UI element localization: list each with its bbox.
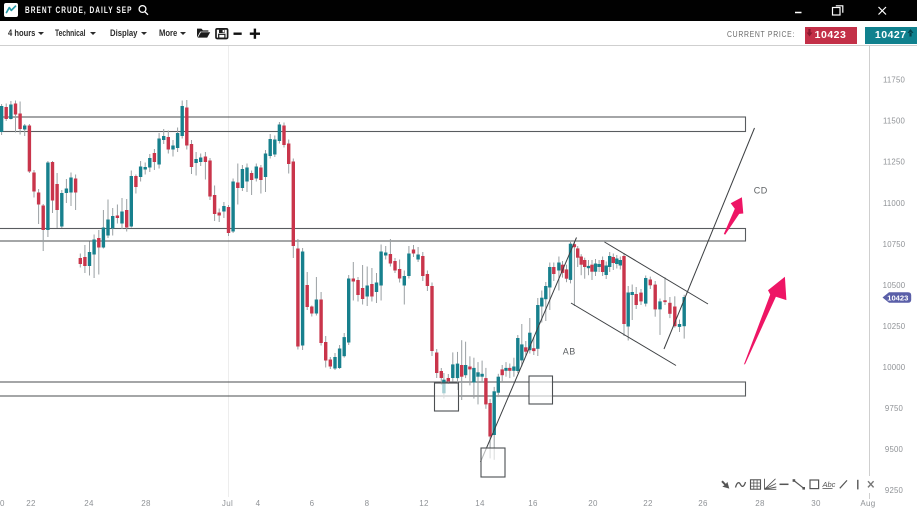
svg-text:11500: 11500 <box>883 117 906 126</box>
svg-text:24: 24 <box>84 499 94 508</box>
svg-text:28: 28 <box>755 499 765 508</box>
svg-text:22: 22 <box>643 499 653 508</box>
svg-text:Aug: Aug <box>860 499 875 508</box>
svg-text:AB: AB <box>563 346 576 356</box>
svg-text:10500: 10500 <box>883 281 906 290</box>
svg-text:26: 26 <box>698 499 708 508</box>
svg-text:4: 4 <box>256 499 261 508</box>
svg-text:10750: 10750 <box>883 240 906 249</box>
svg-text:30: 30 <box>811 499 821 508</box>
svg-text:CD: CD <box>754 185 768 195</box>
svg-text:9750: 9750 <box>885 404 904 413</box>
svg-text:6: 6 <box>310 499 315 508</box>
svg-text:10250: 10250 <box>883 322 906 331</box>
svg-text:20: 20 <box>588 499 598 508</box>
svg-text:9250: 9250 <box>885 486 904 495</box>
svg-text:28: 28 <box>141 499 151 508</box>
svg-text:9500: 9500 <box>885 445 904 454</box>
svg-text:11250: 11250 <box>883 158 906 167</box>
svg-text:Jul: Jul <box>222 499 233 508</box>
svg-text:22: 22 <box>26 499 36 508</box>
svg-text:11750: 11750 <box>883 76 906 85</box>
svg-text:11000: 11000 <box>883 199 906 208</box>
svg-text:Abc: Abc <box>822 480 836 489</box>
svg-text:10000: 10000 <box>883 363 906 372</box>
svg-text:8: 8 <box>365 499 370 508</box>
svg-text:12: 12 <box>419 499 429 508</box>
svg-text:14: 14 <box>475 499 485 508</box>
svg-text:20: 20 <box>0 499 5 508</box>
svg-text:16: 16 <box>528 499 538 508</box>
svg-text:10423: 10423 <box>887 293 908 302</box>
